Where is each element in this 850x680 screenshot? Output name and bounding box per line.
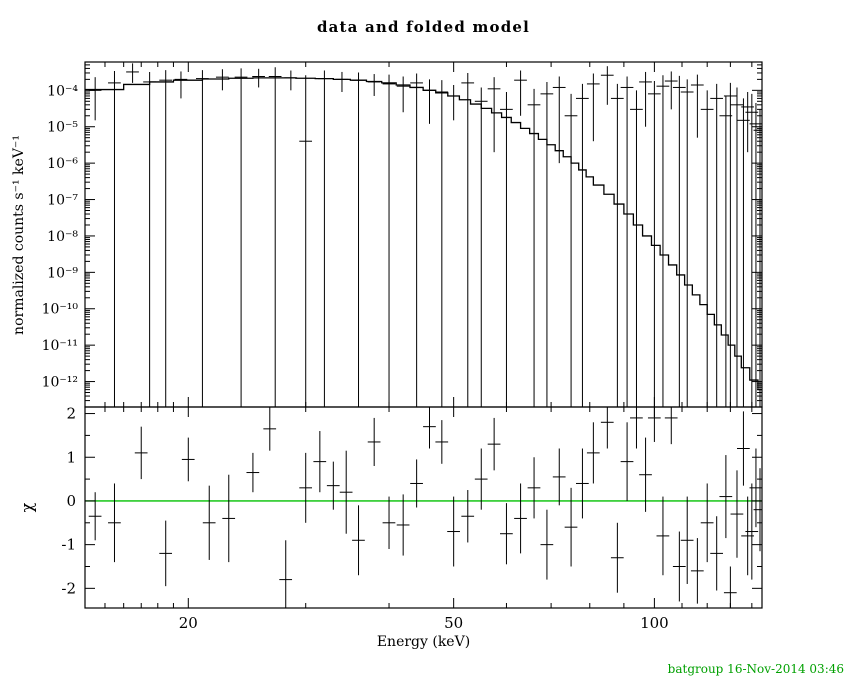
bottom-y-axis-label-wrap: χ <box>12 407 42 608</box>
chi-axis-label: χ <box>17 502 37 513</box>
svg-text:1: 1 <box>66 448 76 466</box>
svg-text:10⁻⁶: 10⁻⁶ <box>47 156 78 172</box>
x-axis-label: Energy (keV) <box>376 634 471 650</box>
svg-text:10⁻⁴: 10⁻⁴ <box>47 83 78 99</box>
top-y-axis-label: normalized counts s⁻¹ keV⁻¹ <box>11 134 27 335</box>
svg-text:0: 0 <box>66 492 76 510</box>
svg-text:20: 20 <box>179 614 198 632</box>
svg-text:10⁻⁸: 10⁻⁸ <box>47 229 78 245</box>
svg-text:2: 2 <box>66 405 76 423</box>
svg-text:10⁻⁷: 10⁻⁷ <box>47 193 78 209</box>
svg-text:-2: -2 <box>61 579 76 597</box>
plot-title: data and folded model <box>316 18 531 36</box>
svg-text:100: 100 <box>640 614 669 632</box>
svg-text:10⁻⁹: 10⁻⁹ <box>47 265 78 281</box>
timestamp-label: batgroup 16-Nov-2014 03:46 <box>667 662 844 676</box>
svg-text:-1: -1 <box>61 536 76 554</box>
svg-text:10⁻¹²: 10⁻¹² <box>42 375 78 391</box>
svg-text:50: 50 <box>444 614 463 632</box>
svg-text:10⁻⁵: 10⁻⁵ <box>47 120 78 136</box>
svg-text:10⁻¹¹: 10⁻¹¹ <box>42 338 78 354</box>
top-y-axis-label-wrap: normalized counts s⁻¹ keV⁻¹ <box>2 62 36 407</box>
svg-text:10⁻¹⁰: 10⁻¹⁰ <box>42 302 79 318</box>
